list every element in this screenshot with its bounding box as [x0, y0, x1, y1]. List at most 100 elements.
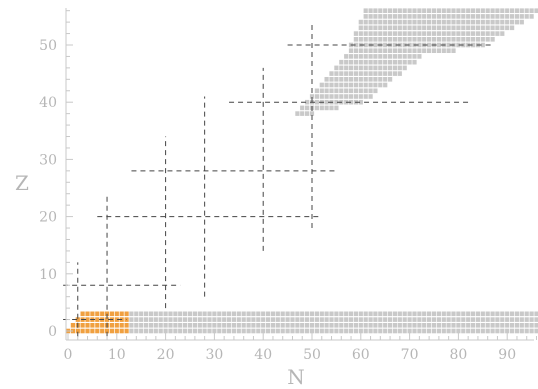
- nuclide-cell: [158, 311, 163, 317]
- nuclide-cell: [446, 37, 451, 42]
- nuclide-cell: [266, 311, 271, 317]
- nuclide-cell: [495, 31, 500, 36]
- x-tick-label: 0: [64, 347, 73, 363]
- nuclide-cell: [261, 317, 266, 322]
- nuclide-cell: [397, 323, 402, 328]
- nuclide-cell: [388, 311, 393, 317]
- nuclide-cell: [163, 323, 168, 328]
- nuclide-cell: [275, 328, 280, 334]
- nuclide-cell: [339, 317, 344, 322]
- nuclide-cell: [485, 19, 490, 25]
- nuclide-cell: [407, 54, 412, 59]
- nuclide-cell: [485, 317, 490, 322]
- nuclide-cell: [402, 31, 407, 36]
- nuclide-cell: [329, 105, 334, 111]
- nuclide-cell: [407, 14, 412, 19]
- nuclide-cell: [470, 323, 476, 328]
- nuclide-cell: [266, 328, 271, 334]
- light-nuclide-cell: [119, 323, 124, 328]
- nuclide-cell: [417, 311, 422, 317]
- nuclide-cell: [466, 311, 471, 317]
- nuclide-cell: [392, 42, 398, 48]
- nuclide-cell: [358, 311, 363, 317]
- nuclide-cell: [373, 54, 378, 59]
- nuclide-cell: [329, 94, 334, 99]
- nuclide-cell: [446, 328, 451, 334]
- nuclide-cell: [314, 99, 319, 105]
- nuclide-cell: [500, 311, 505, 317]
- nuclide-cell: [392, 25, 398, 31]
- nuclide-cell: [456, 8, 461, 13]
- nuclide-cell: [456, 37, 461, 42]
- nuclide-cell: [348, 48, 354, 53]
- nuclide-cell: [514, 19, 520, 25]
- nuclide-cell: [485, 25, 490, 31]
- nuclide-cell: [353, 82, 358, 88]
- nuclide-cell: [339, 323, 344, 328]
- x-axis-title: N: [287, 365, 305, 389]
- nuclide-cell: [363, 65, 368, 71]
- nuclide-cell: [148, 311, 154, 317]
- nuclide-cell: [358, 99, 363, 105]
- nuclide-cell: [324, 317, 329, 322]
- nuclide-cell: [524, 8, 529, 13]
- nuclide-cell: [378, 19, 383, 25]
- nuclide-cell: [397, 37, 402, 42]
- nuclide-cell: [353, 65, 358, 71]
- nuclide-cell: [519, 14, 524, 19]
- nuclide-cell: [295, 111, 300, 116]
- nuclide-cell: [514, 328, 520, 334]
- nuclide-cell: [417, 48, 422, 53]
- nuclide-cell: [319, 94, 324, 99]
- nuclide-cell: [158, 317, 163, 322]
- nuclide-cell: [178, 323, 183, 328]
- nuclide-cell: [212, 317, 217, 322]
- nuclide-cell: [358, 71, 363, 76]
- light-nuclide-cell: [109, 328, 114, 334]
- nuclide-cell: [348, 94, 354, 99]
- nuclide-cell: [446, 323, 451, 328]
- nuclide-cell: [153, 328, 158, 334]
- nuclide-cell: [456, 328, 461, 334]
- nuclide-cell: [139, 323, 144, 328]
- nuclide-cell: [173, 323, 178, 328]
- nuclide-cell: [300, 311, 305, 317]
- light-nuclide-cell: [85, 323, 90, 328]
- nuclide-cell: [246, 328, 251, 334]
- light-nuclide-cell: [104, 317, 110, 322]
- nuclide-cell: [358, 94, 363, 99]
- nuclide-cell: [422, 31, 427, 36]
- nuclide-cell: [441, 19, 446, 25]
- nuclide-cell: [451, 328, 456, 334]
- light-nuclide-cell: [100, 328, 105, 334]
- nuclide-cell: [134, 328, 139, 334]
- nuclide-cell: [373, 328, 378, 334]
- nuclide-cell: [334, 88, 339, 94]
- nuclide-cell: [378, 323, 383, 328]
- nuclide-cell: [202, 317, 207, 322]
- nuclide-cell: [422, 8, 427, 13]
- nuclide-cell: [407, 25, 412, 31]
- nuclide-cell: [344, 317, 349, 322]
- nuclide-cell: [446, 311, 451, 317]
- nuclide-cell: [505, 311, 510, 317]
- nuclide-cell: [251, 323, 256, 328]
- nuclide-cell: [388, 317, 393, 322]
- nuclide-cell: [373, 65, 378, 71]
- nuclide-cell: [422, 317, 427, 322]
- nuclide-cell: [461, 328, 466, 334]
- nuclide-cell: [309, 317, 315, 322]
- nuclide-cell: [344, 323, 349, 328]
- nuclide-cell: [534, 8, 538, 13]
- x-tick-label: 30: [205, 347, 223, 363]
- magic-number-lines: [63, 22, 493, 337]
- nuclide-cell: [226, 317, 232, 322]
- nuclide-cell: [417, 317, 422, 322]
- nuclide-cell: [480, 8, 485, 13]
- nuclide-cell: [388, 71, 393, 76]
- nuclide-cell: [212, 311, 217, 317]
- nuclide-cell: [436, 25, 441, 31]
- nuclide-cell: [324, 88, 329, 94]
- nuclide-cell: [368, 37, 373, 42]
- nuclide-cell: [402, 48, 407, 53]
